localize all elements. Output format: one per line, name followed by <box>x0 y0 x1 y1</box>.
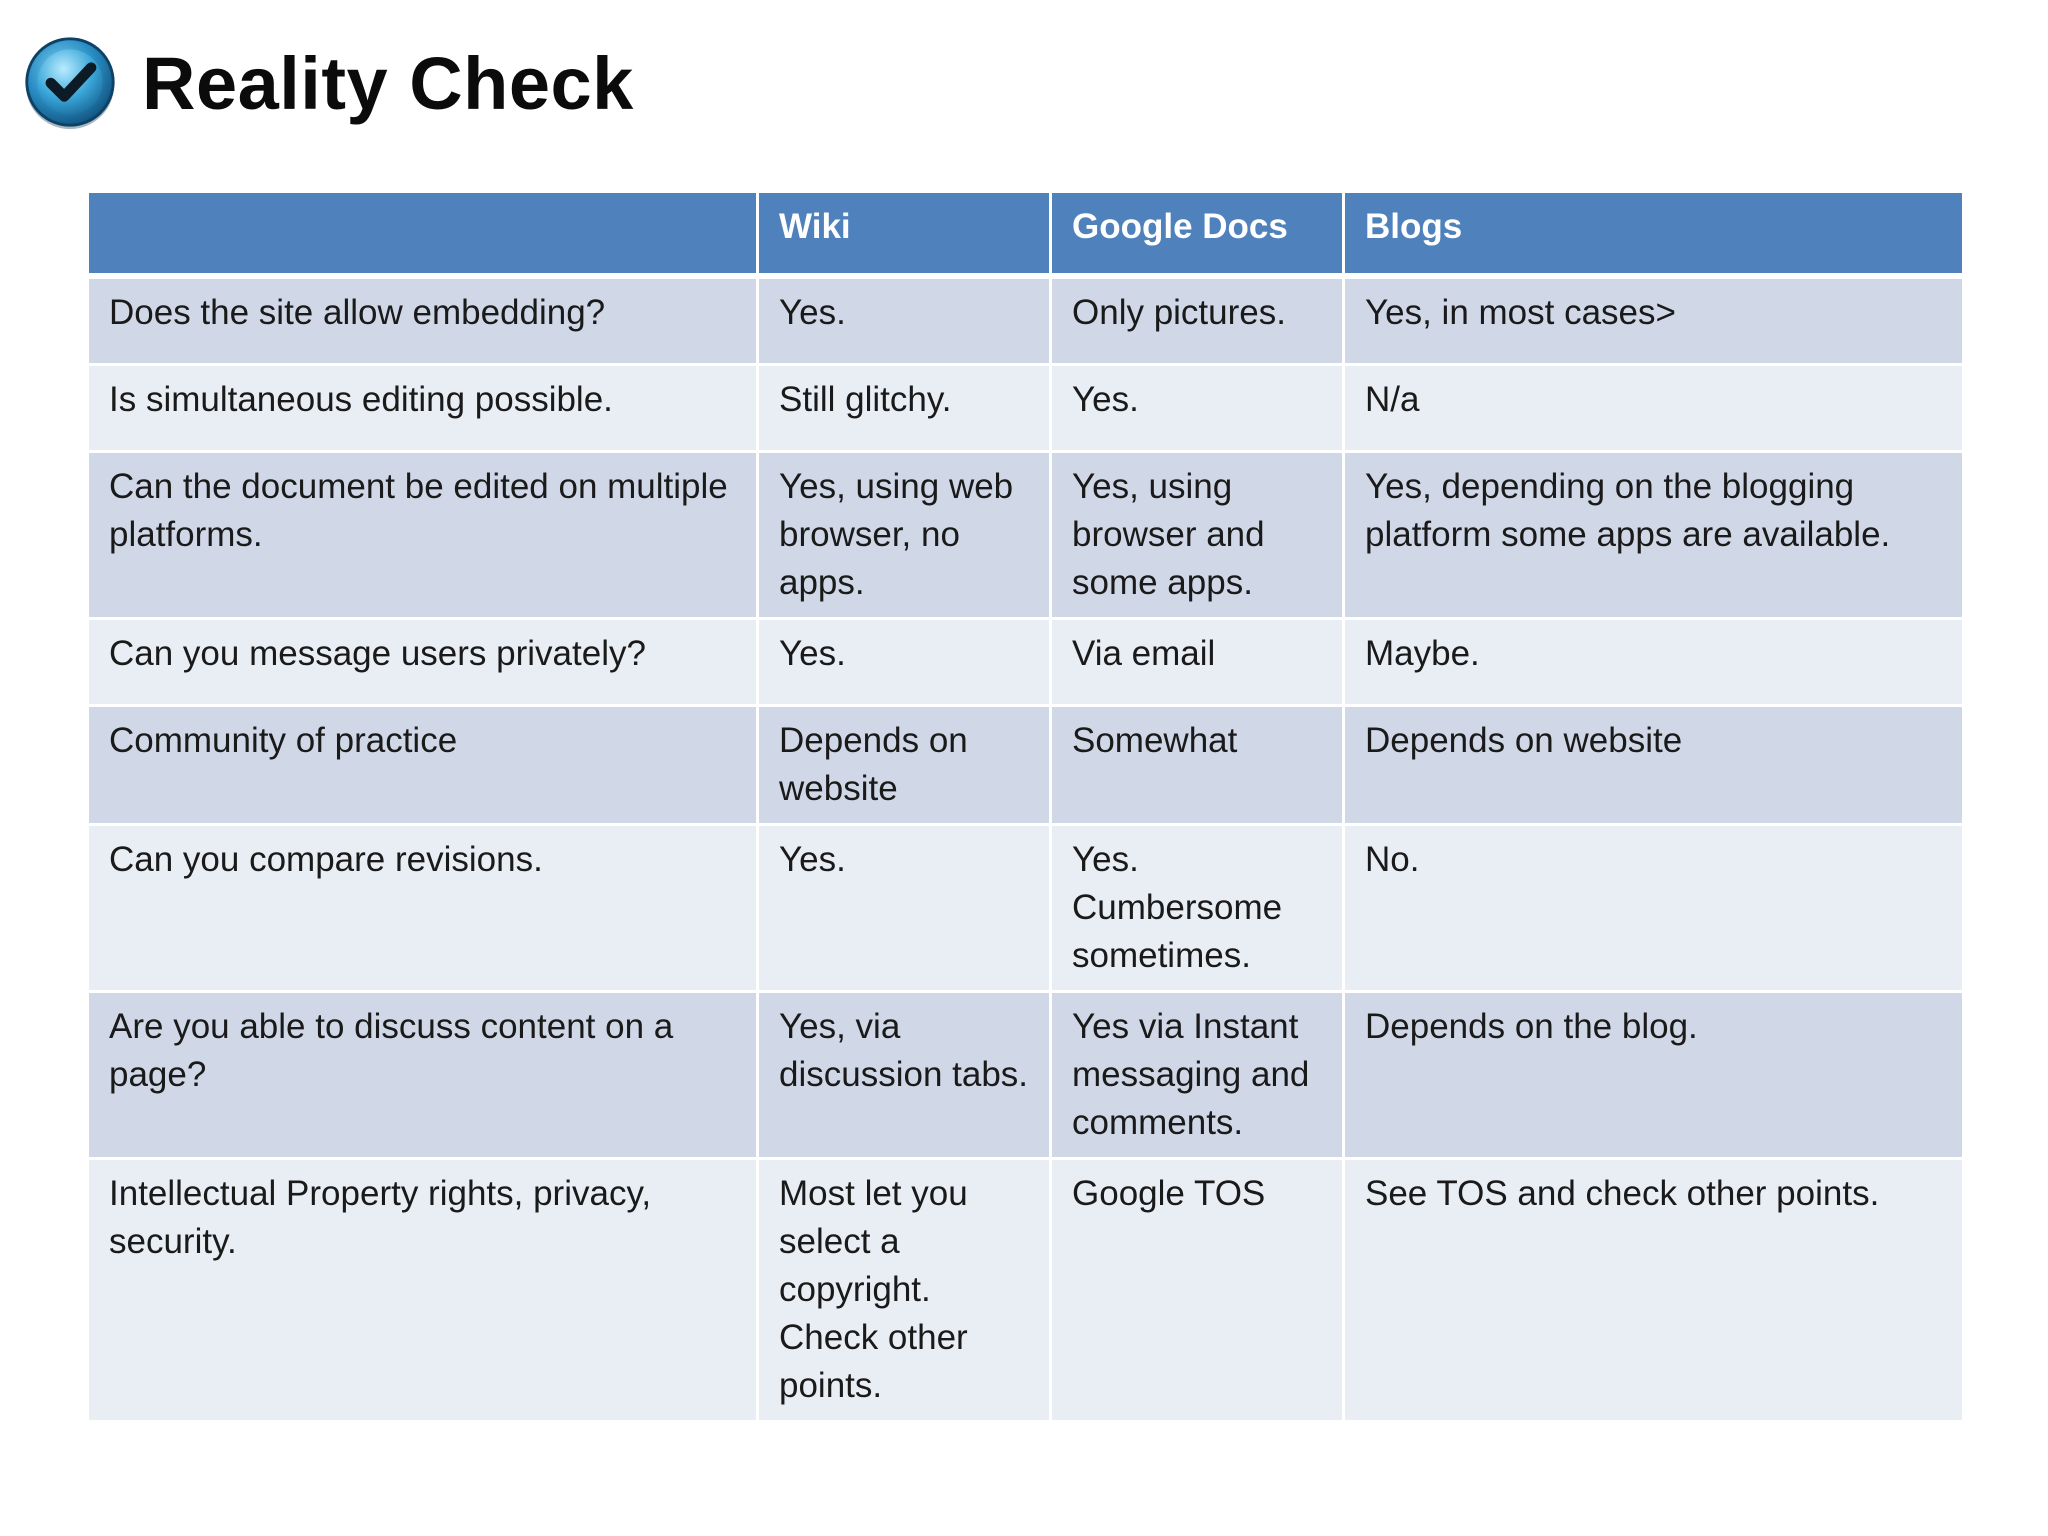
table-row: Does the site allow embedding? Yes. Only… <box>86 274 1965 366</box>
table-cell-criteria: Can you message users privately? <box>86 617 759 707</box>
table-row: Is simultaneous editing possible. Still … <box>86 363 1965 453</box>
table-cell-google-docs: Via email <box>1049 617 1345 707</box>
table-cell-blogs: Yes, depending on the blogging platform … <box>1342 450 1965 620</box>
header-cell-google-docs: Google Docs <box>1049 190 1345 279</box>
table-cell-criteria: Intellectual Property rights, privacy, s… <box>86 1157 759 1423</box>
table-row: Can the document be edited on multiple p… <box>86 450 1965 620</box>
checkmark-badge-icon <box>25 37 115 130</box>
title-row: Reality Check <box>22 28 634 138</box>
table-cell-criteria: Can the document be edited on multiple p… <box>86 450 759 620</box>
comparison-table: Wiki Google Docs Blogs Does the site all… <box>86 190 1965 1423</box>
table-cell-wiki: Yes. <box>756 823 1052 993</box>
table-cell-blogs: Yes, in most cases> <box>1342 274 1965 366</box>
table-cell-google-docs: Google TOS <box>1049 1157 1345 1423</box>
table-cell-wiki: Yes. <box>756 274 1052 366</box>
table-cell-blogs: Depends on website <box>1342 704 1965 826</box>
table-cell-google-docs: Somewhat <box>1049 704 1345 826</box>
header-cell-criteria <box>86 190 759 279</box>
table-cell-criteria: Community of practice <box>86 704 759 826</box>
table-cell-blogs: See TOS and check other points. <box>1342 1157 1965 1423</box>
table-cell-google-docs: Yes, using browser and some apps. <box>1049 450 1345 620</box>
table-cell-google-docs: Yes. Cumbersome sometimes. <box>1049 823 1345 993</box>
table-cell-criteria: Are you able to discuss content on a pag… <box>86 990 759 1160</box>
table-cell-criteria: Is simultaneous editing possible. <box>86 363 759 453</box>
table-cell-wiki: Still glitchy. <box>756 363 1052 453</box>
table-cell-blogs: Maybe. <box>1342 617 1965 707</box>
table-cell-wiki: Depends on website <box>756 704 1052 826</box>
header-cell-blogs: Blogs <box>1342 190 1965 279</box>
table-cell-google-docs: Yes via Instant messaging and comments. <box>1049 990 1345 1160</box>
table-cell-blogs: N/a <box>1342 363 1965 453</box>
table-row: Can you message users privately? Yes. Vi… <box>86 617 1965 707</box>
header-cell-wiki: Wiki <box>756 190 1052 279</box>
page-title: Reality Check <box>142 41 634 125</box>
table-cell-criteria: Does the site allow embedding? <box>86 274 759 366</box>
table-row: Intellectual Property rights, privacy, s… <box>86 1157 1965 1423</box>
table-row: Can you compare revisions. Yes. Yes. Cum… <box>86 823 1965 993</box>
table-cell-criteria: Can you compare revisions. <box>86 823 759 993</box>
table-cell-wiki: Yes, using web browser, no apps. <box>756 450 1052 620</box>
table-row: Are you able to discuss content on a pag… <box>86 990 1965 1160</box>
table-cell-google-docs: Only pictures. <box>1049 274 1345 366</box>
table-cell-blogs: No. <box>1342 823 1965 993</box>
table-cell-wiki: Yes. <box>756 617 1052 707</box>
table-cell-wiki: Yes, via discussion tabs. <box>756 990 1052 1160</box>
table-cell-wiki: Most let you select a copyright. Check o… <box>756 1157 1052 1423</box>
table-header-row: Wiki Google Docs Blogs <box>86 190 1965 279</box>
table-row: Community of practice Depends on website… <box>86 704 1965 826</box>
table-cell-google-docs: Yes. <box>1049 363 1345 453</box>
table-cell-blogs: Depends on the blog. <box>1342 990 1965 1160</box>
